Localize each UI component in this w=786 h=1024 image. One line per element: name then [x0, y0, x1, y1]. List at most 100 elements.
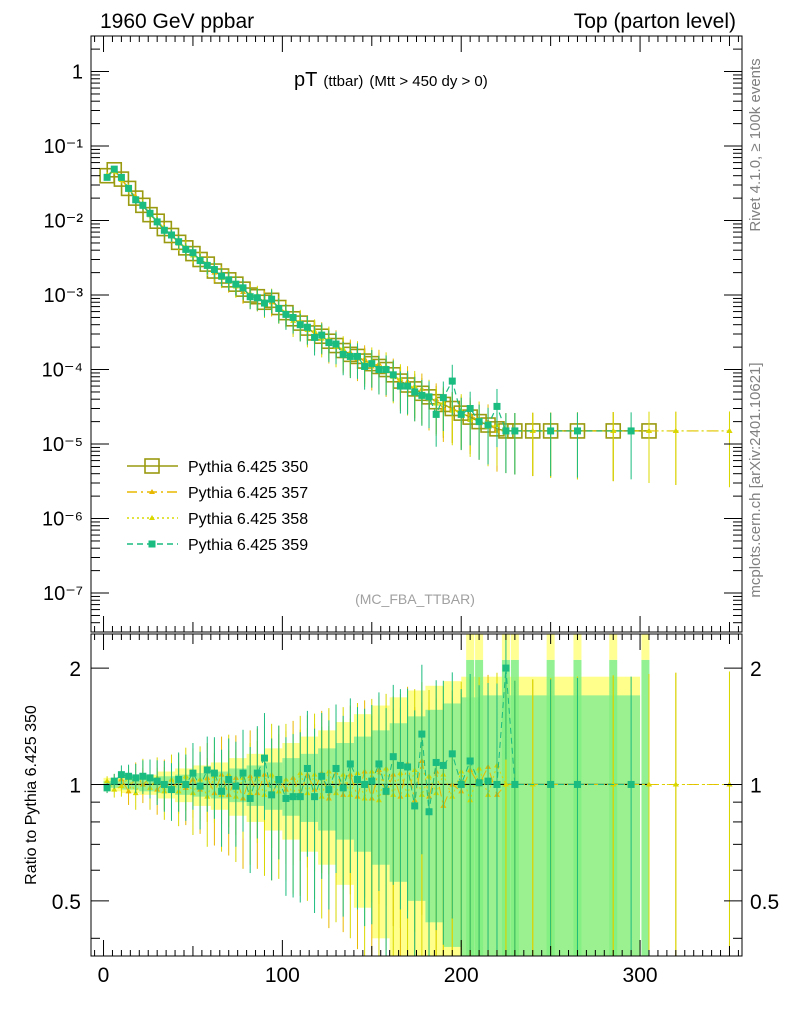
- data-point: [303, 764, 311, 772]
- data-point: [318, 772, 326, 780]
- ratio-series-group: [103, 634, 733, 956]
- main-ytick-label: 10⁻⁶: [42, 509, 83, 531]
- data-point: [196, 782, 204, 790]
- main-ytick-label: 10⁻⁴: [42, 360, 83, 382]
- ratio-band-segment: [371, 730, 390, 865]
- data-point: [475, 779, 483, 787]
- data-point: [339, 784, 347, 792]
- data-point: [404, 382, 412, 390]
- data-point: [502, 781, 509, 787]
- data-point: [502, 427, 510, 435]
- data-point: [396, 761, 404, 769]
- data-point: [627, 427, 635, 435]
- ratio-tail-bin-top: [510, 634, 519, 660]
- data-point: [225, 276, 233, 284]
- ratio-ytick-label-right: 0.5: [750, 891, 779, 914]
- main-ytick-label: 10⁻²: [44, 211, 84, 233]
- data-point: [110, 165, 118, 173]
- ratio-ytick-label-left: 2: [69, 658, 81, 681]
- data-point: [182, 245, 190, 253]
- data-point: [275, 775, 283, 783]
- data-point: [282, 310, 290, 318]
- data-point: [118, 783, 125, 789]
- data-point: [425, 808, 433, 816]
- data-point: [389, 371, 397, 379]
- data-point: [672, 781, 679, 787]
- data-point: [339, 350, 347, 358]
- data-point: [132, 774, 140, 782]
- data-point: [125, 788, 132, 794]
- ratio-xtick-label: 0: [98, 964, 110, 987]
- data-point: [484, 421, 492, 429]
- data-point: [375, 366, 383, 374]
- data-point: [203, 261, 211, 269]
- data-point: [275, 304, 283, 312]
- data-point: [475, 418, 483, 426]
- rivet-label: Rivet 4.1.0, ≥ 100k events: [747, 58, 764, 231]
- data-point: [353, 775, 361, 783]
- data-point: [268, 295, 276, 303]
- plot-title-sub: (ttbar): [323, 73, 363, 90]
- data-point: [382, 366, 390, 374]
- data-point: [117, 173, 125, 181]
- data-point: [139, 772, 147, 780]
- data-point: [439, 394, 447, 402]
- data-point: [132, 196, 140, 204]
- ratio-series-line: [106, 760, 730, 808]
- data-point: [646, 427, 652, 433]
- data-point: [296, 793, 304, 801]
- data-point: [425, 393, 433, 401]
- data-point: [361, 362, 369, 370]
- data-point: [210, 266, 218, 274]
- data-point: [368, 360, 376, 368]
- data-point: [396, 382, 404, 390]
- data-point: [149, 489, 155, 494]
- data-point: [111, 786, 118, 792]
- data-point: [149, 515, 155, 520]
- data-point: [239, 769, 247, 777]
- data-point: [103, 173, 111, 181]
- data-point: [253, 769, 261, 777]
- main-ytick-label: 10⁻⁵: [42, 434, 83, 456]
- data-point: [125, 184, 133, 192]
- data-point: [332, 764, 340, 772]
- data-point: [139, 201, 147, 209]
- data-point: [311, 793, 319, 801]
- data-point: [418, 730, 426, 738]
- data-point: [573, 780, 581, 788]
- data-point: [466, 757, 474, 765]
- ratio-band-segment: [613, 695, 641, 956]
- data-point: [411, 388, 419, 396]
- legend-label: Pythia 6.425 350: [188, 459, 308, 476]
- legend-label: Pythia 6.425 357: [188, 485, 308, 502]
- ratio-ytick-label-left: 1: [69, 774, 81, 797]
- data-point: [418, 391, 426, 399]
- ratio-band-segment: [389, 723, 408, 882]
- data-point: [318, 331, 326, 339]
- data-point: [610, 427, 617, 433]
- data-point: [432, 410, 440, 418]
- data-point: [726, 427, 733, 433]
- data-point: [484, 777, 492, 785]
- data-point: [103, 784, 111, 792]
- data-point: [175, 238, 183, 246]
- mcplots-label: mcplots.cern.ch [arXiv:2401.10621]: [747, 362, 764, 597]
- data-point: [144, 458, 160, 474]
- data-point: [346, 352, 354, 360]
- ratio-xtick-label: 200: [444, 964, 479, 987]
- data-point: [448, 750, 456, 758]
- ratio-tail-bin-top: [609, 634, 618, 660]
- data-point: [289, 313, 297, 321]
- ratio-tail-bin-top: [475, 634, 484, 660]
- main-ytick-label: 10⁻³: [44, 285, 84, 307]
- ratio-band-segment: [577, 695, 614, 956]
- main-ytick-label: 10⁻⁷: [43, 583, 83, 605]
- data-point: [382, 787, 390, 795]
- data-point: [375, 760, 383, 768]
- ratio-tail-bin-top: [641, 634, 650, 660]
- data-point: [175, 775, 183, 783]
- data-point: [182, 780, 190, 788]
- data-point: [117, 771, 125, 779]
- ratio-xtick-label: 300: [623, 964, 658, 987]
